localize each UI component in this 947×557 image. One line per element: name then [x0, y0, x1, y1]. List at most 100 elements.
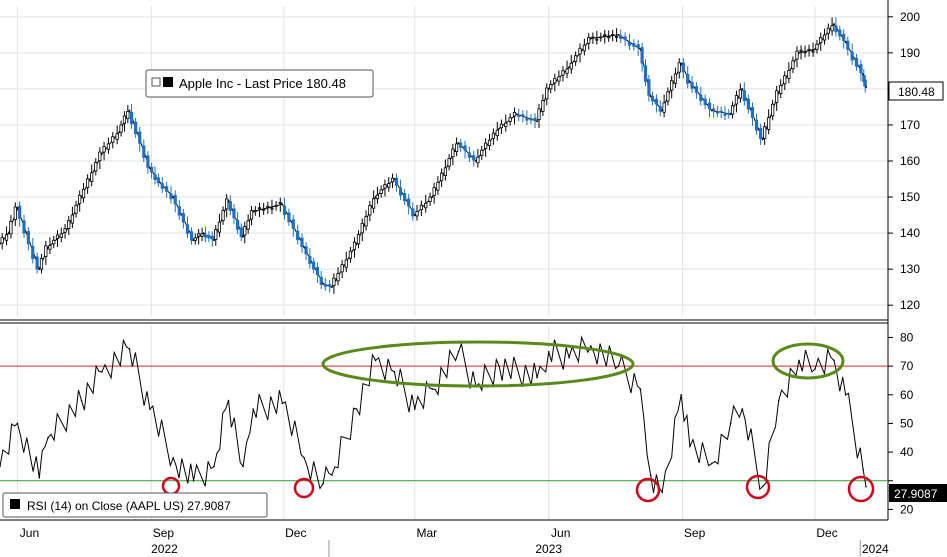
price-candle-body — [619, 35, 623, 39]
price-last-label-text: 180.48 — [898, 85, 935, 99]
price-candle-body — [775, 90, 779, 103]
rsi-point — [777, 399, 780, 402]
price-candle-body — [372, 198, 376, 209]
price-candle-body — [428, 196, 432, 202]
price-point — [16, 206, 19, 209]
price-candle-body — [270, 207, 274, 210]
price-point — [355, 243, 358, 245]
price-point — [413, 214, 416, 216]
price-candle-body — [787, 70, 791, 79]
price-candle-body — [432, 187, 436, 196]
price-candle-body — [214, 229, 218, 240]
price-point — [393, 178, 396, 180]
price-candle-body — [169, 193, 173, 200]
price-point — [192, 239, 195, 242]
price-legend-box — [145, 69, 374, 98]
price-panel — [0, 17, 867, 294]
price-candle-body — [9, 220, 13, 235]
price-candle-body — [595, 38, 599, 41]
price-y-tick-label: 200 — [900, 10, 920, 24]
price-candle-body — [553, 78, 557, 84]
price-point — [536, 120, 538, 123]
price-candle-body — [834, 25, 838, 33]
price-candle-body — [459, 142, 463, 148]
price-candle-body — [98, 151, 102, 162]
price-candle-body — [673, 73, 678, 84]
price-candle-body — [185, 224, 190, 234]
rsi-point — [101, 371, 103, 373]
price-candle-body — [165, 186, 169, 192]
price-candle-body — [451, 148, 455, 158]
price-point — [761, 138, 764, 141]
rsi-point — [568, 356, 570, 359]
rsi-point — [431, 388, 434, 390]
price-candle-body — [375, 194, 380, 200]
rsi-panel — [0, 335, 888, 494]
price-candle-body — [472, 155, 476, 161]
price-candle-body — [454, 143, 459, 152]
price-candle-body — [694, 86, 699, 93]
price-candle-body — [22, 220, 26, 234]
rsi-point — [814, 368, 816, 370]
price-candle-body — [561, 70, 565, 76]
price-candle-body — [447, 158, 451, 167]
oversold-highlight-circle — [293, 477, 315, 499]
price-candle-body — [26, 231, 30, 245]
price-candle-body — [142, 145, 146, 158]
price-candle-body — [424, 202, 428, 209]
rsi-point — [355, 408, 358, 410]
rsi-point — [128, 348, 131, 350]
price-candle-body — [232, 208, 236, 219]
price-point — [330, 286, 333, 289]
price-candle-body — [611, 34, 615, 36]
price-candle-body — [759, 128, 763, 139]
rsi-point — [242, 465, 244, 468]
price-point — [475, 160, 477, 162]
price-candle-body — [86, 178, 90, 188]
rsi-point — [798, 359, 800, 362]
rsi-point — [303, 457, 305, 459]
overbought-highlight-ellipse — [321, 340, 635, 388]
price-point — [7, 232, 10, 234]
rsi-point — [689, 445, 691, 448]
rsi-last-label: 27.9087 — [889, 484, 947, 502]
price-candle-body — [476, 156, 480, 164]
price-candle-body — [670, 80, 674, 91]
price-candle-body — [291, 219, 295, 229]
price-point — [149, 167, 151, 170]
price-y-tick-label: 150 — [900, 190, 920, 204]
price-legend-text: Apple Inc - Last Price 180.48 — [179, 76, 346, 91]
price-candle-body — [525, 118, 529, 121]
price-candle-body — [106, 143, 111, 150]
x-year-label: 2023 — [535, 542, 562, 556]
x-year-label: 2022 — [151, 542, 178, 556]
rsi-point — [0, 465, 1, 468]
rsi-point — [213, 465, 215, 468]
price-candle-body — [529, 118, 533, 121]
price-y-tick-label: 170 — [900, 118, 920, 132]
price-candle-body — [822, 34, 827, 41]
price-candle-body — [4, 234, 9, 241]
price-candle-body — [521, 114, 525, 117]
price-candle-body — [850, 51, 854, 61]
price-candle-body — [480, 149, 484, 156]
price-candle-body — [67, 220, 71, 230]
price-candle-body — [160, 183, 164, 189]
rsi-point — [331, 474, 333, 476]
price-point — [322, 282, 325, 285]
oversold-highlight-circle — [635, 477, 661, 503]
price-point — [741, 88, 744, 90]
price-candle-body — [134, 121, 138, 135]
price-candle-body — [537, 108, 541, 121]
price-candle-body — [153, 174, 157, 180]
price-candle-body — [587, 37, 591, 44]
price-candle-body — [282, 205, 287, 216]
price-candle-body — [647, 79, 651, 96]
price-candle-body — [115, 133, 119, 140]
price-candle-body — [126, 111, 130, 120]
price-point — [213, 239, 215, 242]
rsi-point — [393, 371, 396, 373]
price-candle-body — [55, 234, 60, 239]
rsi-point — [590, 345, 592, 347]
price-y-tick-label: 120 — [900, 298, 920, 312]
